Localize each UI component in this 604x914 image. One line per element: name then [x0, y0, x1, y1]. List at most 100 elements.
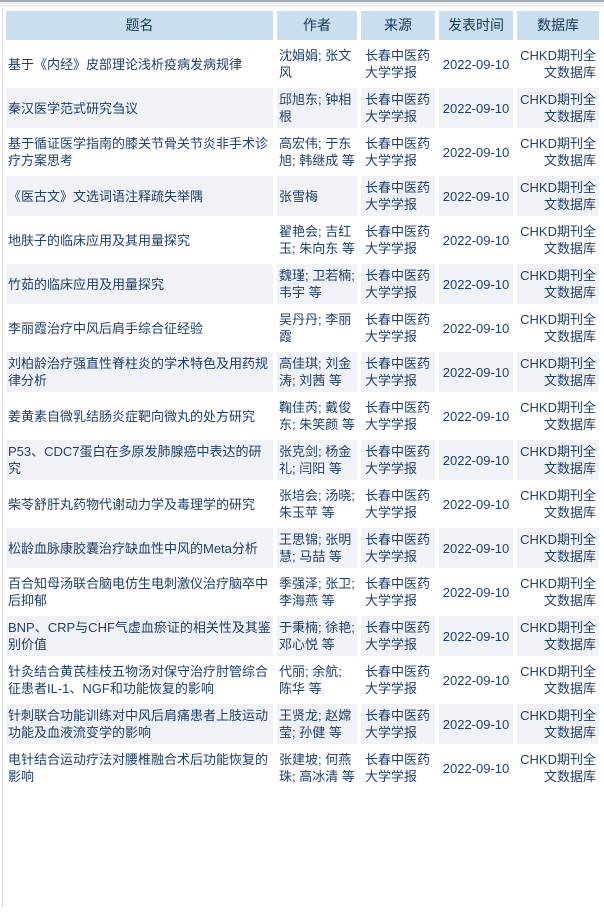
table-row: 竹茹的临床应用及用量探究 魏瑾; 卫若楠; 韦宇 等长春中医药大学学报 2022-0…: [6, 264, 599, 304]
paper-title-link[interactable]: 李丽霞治疗中风后肩手综合征经验: [6, 308, 273, 348]
database-cell: CHKD期刊全文数据库: [517, 704, 599, 744]
database-cell: CHKD期刊全文数据库: [517, 352, 599, 392]
database-cell: CHKD期刊全文数据库: [517, 44, 599, 84]
paper-title-link[interactable]: 基于循证医学指南的膝关节骨关节炎非手术诊疗方案思考: [6, 132, 273, 172]
paper-title-link[interactable]: 针刺联合功能训练对中风后肩痛患者上肢运动功能及血液流变学的影响: [6, 704, 273, 744]
date-cell: 2022-09-10: [439, 704, 513, 744]
paper-title-link[interactable]: 针灸结合黄芪桂枝五物汤对保守治疗肘管综合征患者IL-1、NGF和功能恢复的影响: [6, 660, 273, 700]
date-cell: 2022-09-10: [439, 132, 513, 172]
date-cell: 2022-09-10: [439, 748, 513, 788]
table-row: 基于循证医学指南的膝关节骨关节炎非手术诊疗方案思考 高宏伟; 于东旭; 韩继成 等…: [6, 132, 599, 172]
database-cell: CHKD期刊全文数据库: [517, 176, 599, 216]
paper-title-link[interactable]: 百合知母汤联合脑电仿生电刺激仪治疗脑卒中后抑郁: [6, 572, 273, 612]
database-cell: CHKD期刊全文数据库: [517, 748, 599, 788]
paper-title-link[interactable]: 松龄血脉康胶囊治疗缺血性中风的Meta分析: [6, 528, 273, 568]
authors-cell: 代丽; 余航; 陈华 等: [277, 660, 357, 700]
source-cell: 长春中医药大学学报: [361, 440, 435, 480]
authors-cell: 王贤龙; 赵嫦莹; 孙健 等: [277, 704, 357, 744]
table-row: 姜黄素自微乳结肠炎症靶向微丸的处方研究 鞠佳芮; 戴俊东; 朱笑颜 等长春中医药大…: [6, 396, 599, 436]
column-header-source: 来源: [361, 11, 435, 40]
date-cell: 2022-09-10: [439, 308, 513, 348]
database-cell: CHKD期刊全文数据库: [517, 528, 599, 568]
source-cell: 长春中医药大学学报: [361, 572, 435, 612]
paper-title-link[interactable]: 《医古文》文选词语注释疏失举隅: [6, 176, 273, 216]
table-row: 针灸结合黄芪桂枝五物汤对保守治疗肘管综合征患者IL-1、NGF和功能恢复的影响代…: [6, 660, 599, 700]
authors-cell: 魏瑾; 卫若楠; 韦宇 等: [277, 264, 357, 304]
table-row: 地肤子的临床应用及其用量探究 翟艳会; 吉红玉; 朱向东 等长春中医药大学学报 20…: [6, 220, 599, 260]
paper-title-link[interactable]: 柴苓舒肝丸药物代谢动力学及毒理学的研究: [6, 484, 273, 524]
source-cell: 长春中医药大学学报: [361, 484, 435, 524]
table-row: 百合知母汤联合脑电仿生电刺激仪治疗脑卒中后抑郁 季强泽; 张卫; 李海燕 等长春中…: [6, 572, 599, 612]
table-row: 基于《内经》皮部理论浅析疫病发病规律 沈娟娟; 张文风 长春中医药大学学报 2022-…: [6, 44, 599, 84]
table-row: 李丽霞治疗中风后肩手综合征经验 吴丹丹; 李丽霞 长春中医药大学学报 2022-09-…: [6, 308, 599, 348]
authors-cell: 张雪梅: [277, 176, 357, 216]
table-row: 《医古文》文选词语注释疏失举隅 张雪梅 长春中医药大学学报 2022-09-10 CHK…: [6, 176, 599, 216]
authors-cell: 张克剑; 杨金礼; 闫阳 等: [277, 440, 357, 480]
table-header-row: 题名 作者 来源 发表时间 数据库: [6, 11, 599, 40]
database-cell: CHKD期刊全文数据库: [517, 308, 599, 348]
source-cell: 长春中医药大学学报: [361, 88, 435, 128]
paper-title-link[interactable]: 秦汉医学范式研究刍议: [6, 88, 273, 128]
date-cell: 2022-09-10: [439, 660, 513, 700]
paper-title-link[interactable]: 刘柏龄治疗强直性脊柱炎的学术特色及用药规律分析: [6, 352, 273, 392]
date-cell: 2022-09-10: [439, 352, 513, 392]
source-cell: 长春中医药大学学报: [361, 44, 435, 84]
table-row: 柴苓舒肝丸药物代谢动力学及毒理学的研究 张培会; 汤晓; 朱玉苹 等长春中医药大学…: [6, 484, 599, 524]
paper-title-link[interactable]: 竹茹的临床应用及用量探究: [6, 264, 273, 304]
table-row: P53、CDC7蛋白在多原发肺腺癌中表达的研究 张克剑; 杨金礼; 闫阳 等长春中…: [6, 440, 599, 480]
paper-title-link[interactable]: P53、CDC7蛋白在多原发肺腺癌中表达的研究: [6, 440, 273, 480]
authors-cell: 沈娟娟; 张文风: [277, 44, 357, 84]
authors-cell: 季强泽; 张卫; 李海燕 等: [277, 572, 357, 612]
table-row: 松龄血脉康胶囊治疗缺血性中风的Meta分析 王思锦; 张明慧; 马喆 等长春中医药…: [6, 528, 599, 568]
authors-cell: 高宏伟; 于东旭; 韩继成 等: [277, 132, 357, 172]
source-cell: 长春中医药大学学报: [361, 528, 435, 568]
column-header-database: 数据库: [517, 11, 599, 40]
date-cell: 2022-09-10: [439, 572, 513, 612]
table-row: 针刺联合功能训练对中风后肩痛患者上肢运动功能及血液流变学的影响 王贤龙; 赵嫦莹;…: [6, 704, 599, 744]
table-row: 秦汉医学范式研究刍议 邱旭东; 钟相根 长春中医药大学学报 2022-09-10 CHK…: [6, 88, 599, 128]
column-header-title: 题名: [6, 11, 273, 40]
paper-title-link[interactable]: 基于《内经》皮部理论浅析疫病发病规律: [6, 44, 273, 84]
paper-title-link[interactable]: 姜黄素自微乳结肠炎症靶向微丸的处方研究: [6, 396, 273, 436]
authors-cell: 翟艳会; 吉红玉; 朱向东 等: [277, 220, 357, 260]
column-header-authors: 作者: [277, 11, 357, 40]
database-cell: CHKD期刊全文数据库: [517, 88, 599, 128]
database-cell: CHKD期刊全文数据库: [517, 264, 599, 304]
paper-title-link[interactable]: BNP、CRP与CHF气虚血瘀证的相关性及其鉴别价值: [6, 616, 273, 656]
database-cell: CHKD期刊全文数据库: [517, 484, 599, 524]
database-cell: CHKD期刊全文数据库: [517, 660, 599, 700]
source-cell: 长春中医药大学学报: [361, 176, 435, 216]
date-cell: 2022-09-10: [439, 176, 513, 216]
database-cell: CHKD期刊全文数据库: [517, 440, 599, 480]
page-left-border: [2, 8, 3, 907]
date-cell: 2022-09-10: [439, 484, 513, 524]
date-cell: 2022-09-10: [439, 220, 513, 260]
page-top-border: [0, 0, 604, 2]
authors-cell: 王思锦; 张明慧; 马喆 等: [277, 528, 357, 568]
page-top-strip: [0, 2, 604, 7]
authors-cell: 张建坡; 何燕珠; 高冰清 等: [277, 748, 357, 788]
database-cell: CHKD期刊全文数据库: [517, 132, 599, 172]
table-row: 刘柏龄治疗强直性脊柱炎的学术特色及用药规律分析 高佳琪; 刘金涛; 刘茜 等长春中…: [6, 352, 599, 392]
authors-cell: 张培会; 汤晓; 朱玉苹 等: [277, 484, 357, 524]
source-cell: 长春中医药大学学报: [361, 352, 435, 392]
date-cell: 2022-09-10: [439, 88, 513, 128]
paper-title-link[interactable]: 电针结合运动疗法对腰椎融合术后功能恢复的影响: [6, 748, 273, 788]
database-cell: CHKD期刊全文数据库: [517, 220, 599, 260]
date-cell: 2022-09-10: [439, 528, 513, 568]
source-cell: 长春中医药大学学报: [361, 748, 435, 788]
column-header-date: 发表时间: [439, 11, 513, 40]
source-cell: 长春中医药大学学报: [361, 132, 435, 172]
date-cell: 2022-09-10: [439, 396, 513, 436]
authors-cell: 邱旭东; 钟相根: [277, 88, 357, 128]
date-cell: 2022-09-10: [439, 264, 513, 304]
search-results-table: 题名 作者 来源 发表时间 数据库 基于《内经》皮部理论浅析疫病发病规律 沈娟娟;…: [2, 7, 603, 792]
paper-title-link[interactable]: 地肤子的临床应用及其用量探究: [6, 220, 273, 260]
table-row: BNP、CRP与CHF气虚血瘀证的相关性及其鉴别价值 于秉楠; 徐艳; 邓心悦 等…: [6, 616, 599, 656]
database-cell: CHKD期刊全文数据库: [517, 396, 599, 436]
source-cell: 长春中医药大学学报: [361, 704, 435, 744]
source-cell: 长春中医药大学学报: [361, 264, 435, 304]
database-cell: CHKD期刊全文数据库: [517, 572, 599, 612]
source-cell: 长春中医药大学学报: [361, 396, 435, 436]
date-cell: 2022-09-10: [439, 44, 513, 84]
